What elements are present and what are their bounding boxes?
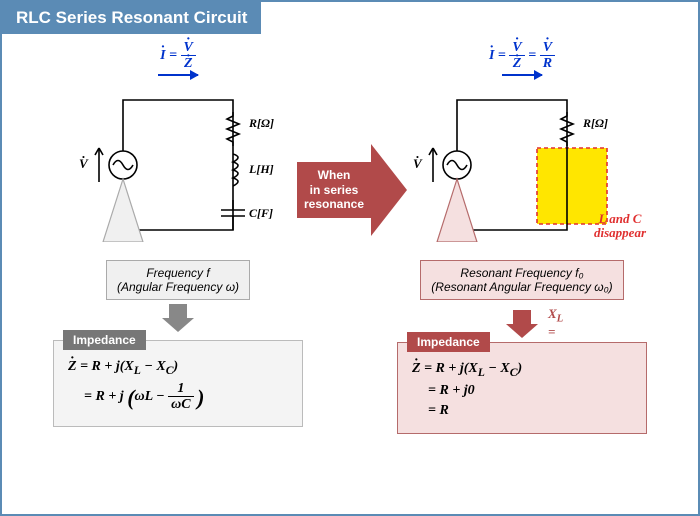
impedance-wrap-right: Impedance Z = R + j(XL − XC) = R + j0 = … <box>397 342 647 434</box>
freq-callout-left: Frequency f (Angular Frequency ω) <box>106 260 250 300</box>
freq-box-right: Resonant Frequency f₀ (Resonant Angular … <box>420 260 623 300</box>
imp-eq3-right: = R <box>412 403 632 419</box>
lc-disappear-label: L and Cdisappear <box>585 212 655 241</box>
current-eq-left: I = VZ <box>158 40 198 80</box>
content-row: I = VZ <box>2 34 698 434</box>
circuit-left: V R[Ω] L[H] C[F] <box>73 82 283 242</box>
freq-line1-r: Resonant Frequency f₀ <box>431 266 612 280</box>
source-label-v-r: V <box>413 156 422 172</box>
resonance-arrow-label: Whenin seriesresonance <box>297 162 371 218</box>
page-frame: RLC Series Resonant Circuit I = VZ <box>0 0 700 516</box>
source-label-v: V <box>79 156 88 172</box>
resistor-label: R[Ω] <box>249 116 274 131</box>
capacitor-label: C[F] <box>249 206 273 221</box>
freq-line1: Frequency f <box>117 266 239 280</box>
resistor-label-r: R[Ω] <box>583 116 608 131</box>
impedance-box-left: Z = R + j(XL − XC) = R + j (ωL − 1ωC ) <box>53 340 303 428</box>
current-arrow-icon-r <box>502 74 542 76</box>
impedance-box-right: Z = R + j(XL − XC) = R + j0 = R <box>397 342 647 434</box>
freq-box-left: Frequency f (Angular Frequency ω) <box>106 260 250 300</box>
imp-eq2-left: = R + j (ωL − 1ωC ) <box>68 381 288 413</box>
current-eq-right: I = VZ = VR <box>489 40 555 80</box>
imp-eq1-right: Z = R + j(XL − XC) <box>412 361 632 379</box>
freq-callout-right: Resonant Frequency f₀ (Resonant Angular … <box>420 260 623 300</box>
impedance-label-right: Impedance <box>407 332 490 352</box>
resonance-arrow: Whenin seriesresonance <box>297 144 407 236</box>
impedance-wrap-left: Impedance Z = R + j(XL − XC) = R + j (ωL… <box>53 340 303 428</box>
right-column: I = VZ = VR <box>350 40 698 434</box>
circuit-right: V R[Ω] L and Cdisappear <box>407 82 637 242</box>
impedance-label-left: Impedance <box>63 330 146 350</box>
freq-line2: (Angular Frequency ω) <box>117 280 239 294</box>
freq-line2-r: (Resonant Angular Frequency ω₀) <box>431 280 612 294</box>
title-bar: RLC Series Resonant Circuit <box>2 2 261 34</box>
current-arrow-icon <box>158 74 198 76</box>
inductor-label: L[H] <box>249 162 274 177</box>
left-column: I = VZ <box>2 40 350 434</box>
imp-eq2-right: = R + j0 <box>412 383 632 399</box>
imp-eq1-left: Z = R + j(XL − XC) <box>68 359 288 377</box>
